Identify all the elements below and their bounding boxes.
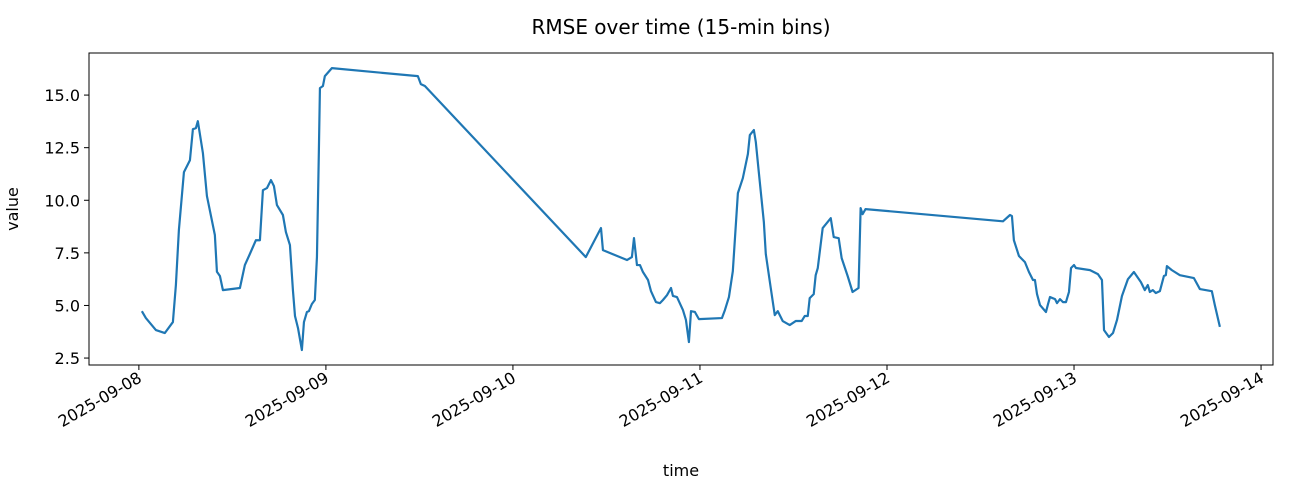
y-axis-label: value xyxy=(3,187,22,231)
y-tick-label: 12.5 xyxy=(44,139,80,158)
y-tick-label: 10.0 xyxy=(44,191,80,210)
y-tick-label: 5.0 xyxy=(55,296,80,315)
x-tick-label: 2025-09-11 xyxy=(616,368,706,431)
x-tick-label: 2025-09-12 xyxy=(803,368,893,431)
x-tick-label: 2025-09-10 xyxy=(429,368,519,431)
x-axis-label: time xyxy=(663,461,699,480)
x-tick-label: 2025-09-09 xyxy=(242,368,332,431)
x-tick-label: 2025-09-14 xyxy=(1177,368,1267,431)
y-tick-label: 2.5 xyxy=(55,349,80,368)
chart-title: RMSE over time (15-min bins) xyxy=(531,15,830,39)
y-tick-label: 7.5 xyxy=(55,244,80,263)
data-line xyxy=(140,67,1221,352)
plot-frame xyxy=(88,52,1274,366)
x-tick-label: 2025-09-08 xyxy=(55,368,145,431)
y-tick-label: 15.0 xyxy=(44,86,80,105)
x-tick-label: 2025-09-13 xyxy=(990,368,1080,431)
